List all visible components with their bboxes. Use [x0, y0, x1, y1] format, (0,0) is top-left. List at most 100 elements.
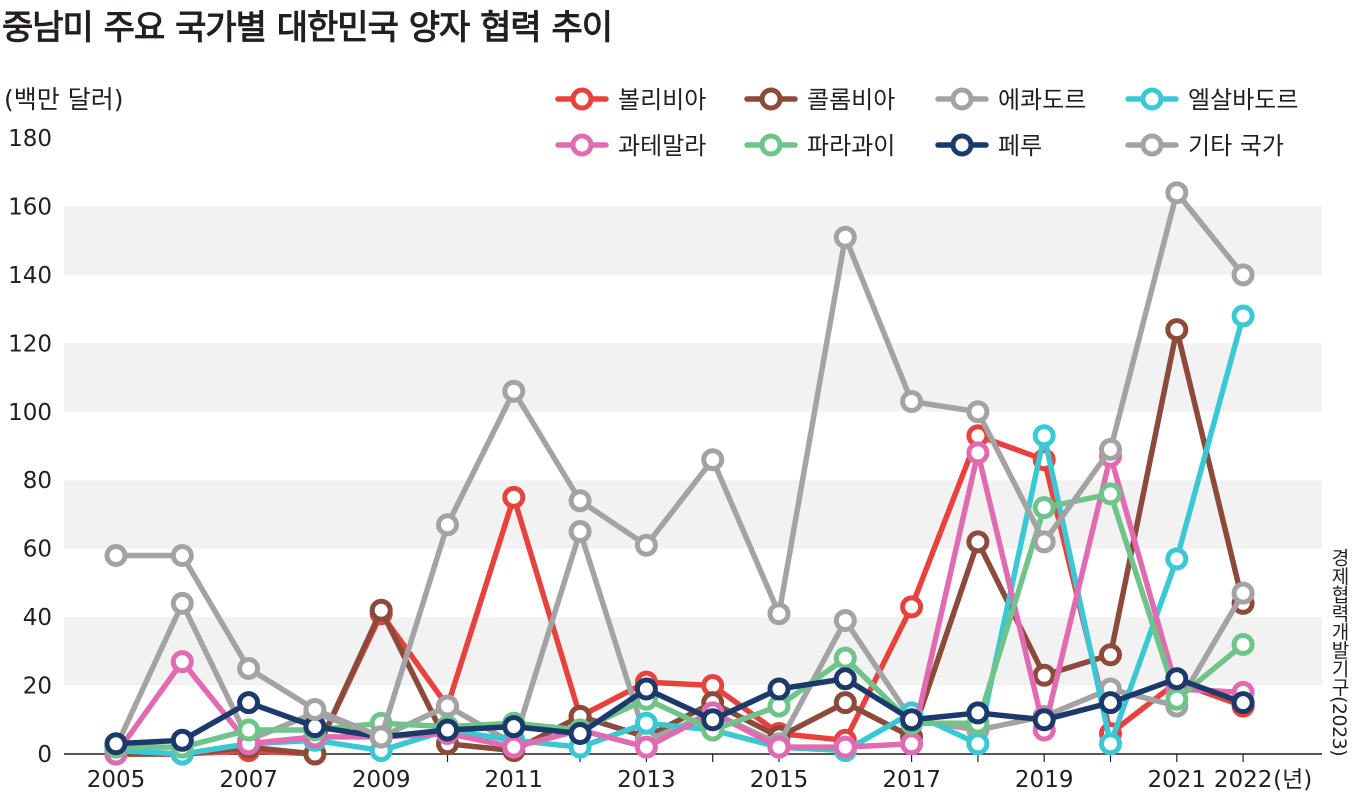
data-point — [966, 701, 990, 725]
y-tick-label: 20 — [23, 674, 52, 700]
data-point — [1165, 667, 1189, 691]
y-axis-unit-label: (백만 달러) — [4, 85, 124, 114]
y-axis-ticks: 0 20 40 60 80 100 120 140 160 180 — [8, 126, 52, 768]
legend-label: 볼리비아 — [618, 86, 706, 114]
data-point — [1231, 581, 1255, 605]
data-point — [833, 667, 857, 691]
data-point — [1032, 708, 1056, 732]
legend-label: 콜롬비아 — [807, 86, 895, 114]
data-point — [502, 715, 526, 739]
legend-item: 에콰도르 — [935, 86, 1086, 114]
y-tick-label: 100 — [8, 400, 52, 426]
legend-swatch-marker — [759, 87, 783, 111]
x-tick-label: 2011 — [485, 767, 544, 793]
y-tick-label: 0 — [37, 742, 52, 768]
data-point — [634, 711, 658, 735]
data-point — [436, 513, 459, 537]
data-point — [634, 533, 658, 557]
legend-label: 에콰도르 — [998, 86, 1086, 114]
data-point — [1032, 424, 1056, 448]
data-point — [701, 708, 725, 732]
x-tick-label: 2007 — [219, 767, 278, 793]
legend-swatch-marker — [950, 133, 974, 157]
data-point — [369, 725, 393, 749]
data-point — [170, 728, 194, 752]
y-tick-label: 40 — [23, 605, 52, 631]
x-tick-label: 2009 — [352, 767, 411, 793]
data-point — [237, 718, 261, 742]
legend-swatch-marker — [570, 87, 594, 111]
x-axis-unit-label: (년) — [1273, 767, 1312, 793]
x-tick-label: 2015 — [750, 767, 809, 793]
data-point — [1099, 643, 1122, 667]
series-line — [113, 190, 1246, 740]
y-tick-label: 80 — [23, 468, 52, 494]
legend-item: 엘살바도르 — [1125, 86, 1298, 114]
data-point — [1165, 547, 1189, 571]
legend-item: 과테말라 — [555, 132, 706, 160]
data-point — [1165, 181, 1189, 205]
data-point — [237, 691, 261, 715]
data-point — [568, 520, 592, 544]
legend-item: 콜롬비아 — [744, 86, 895, 114]
legend-swatch-marker — [950, 87, 974, 111]
grid-bands — [64, 206, 1322, 686]
chart-title: 중남미 주요 국가별 대한민국 양자 협력 추이 — [2, 8, 613, 48]
data-point — [502, 735, 526, 759]
legend-label: 기타 국가 — [1188, 132, 1284, 160]
data-point — [170, 650, 194, 674]
grid-band — [64, 206, 1322, 275]
data-point — [436, 718, 459, 742]
legend-item: 기타 국가 — [1125, 132, 1284, 160]
data-point — [1032, 663, 1056, 687]
series-8 — [104, 181, 1255, 749]
data-point — [900, 595, 924, 619]
data-point — [833, 225, 857, 249]
data-point — [502, 379, 526, 403]
data-point — [634, 677, 658, 701]
data-point — [767, 735, 791, 759]
legend-label: 파라과이 — [807, 132, 895, 160]
data-point — [833, 609, 857, 633]
data-point — [1231, 304, 1255, 328]
data-point — [966, 400, 990, 424]
data-point — [502, 485, 526, 509]
data-point — [900, 732, 924, 756]
legend-item: 볼리비아 — [555, 86, 706, 114]
y-tick-label: 160 — [8, 194, 52, 220]
y-tick-label: 120 — [8, 331, 52, 357]
data-point — [170, 591, 194, 615]
data-point — [767, 677, 791, 701]
data-point — [833, 691, 857, 715]
data-point — [1231, 263, 1255, 287]
data-point — [1099, 732, 1122, 756]
x-tick-label: 2021 — [1148, 767, 1207, 793]
data-point — [1231, 691, 1255, 715]
legend-swatch-marker — [1140, 87, 1164, 111]
data-point — [237, 656, 261, 680]
data-point — [966, 441, 990, 465]
data-point — [1099, 691, 1122, 715]
x-tick-label: 2013 — [617, 767, 676, 793]
data-point — [1032, 496, 1056, 520]
data-point — [900, 390, 924, 414]
y-tick-label: 180 — [8, 126, 52, 152]
data-point — [303, 698, 327, 722]
grid-band — [64, 343, 1322, 412]
source-label: 경제협력개발기구(2023) — [1328, 548, 1350, 757]
series-lines — [104, 181, 1255, 766]
data-point — [1165, 687, 1189, 711]
x-tick-label: 2019 — [1015, 767, 1074, 793]
data-point — [1099, 482, 1122, 506]
x-tick-label: 2022 — [1214, 767, 1273, 793]
data-point — [1032, 530, 1056, 554]
legend-swatch-marker — [1140, 133, 1164, 157]
x-tick-label: 2017 — [882, 767, 941, 793]
data-point — [701, 448, 725, 472]
data-point — [104, 732, 128, 756]
data-point — [436, 694, 459, 718]
data-point — [966, 530, 990, 554]
legend-label: 페루 — [998, 132, 1042, 160]
